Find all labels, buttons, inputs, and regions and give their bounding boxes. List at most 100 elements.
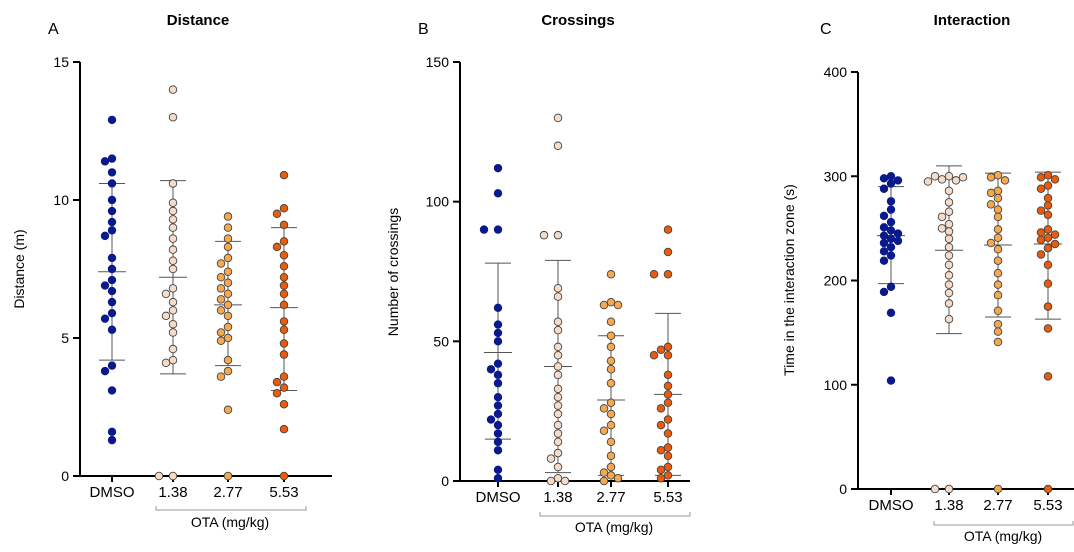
panel-letter-b: B [418,21,429,38]
data-point-c [886,251,896,260]
data-point-b [553,141,563,151]
data-point-c [1043,201,1053,210]
data-point-b [493,370,503,380]
data-point-c [993,186,1003,196]
data-point-b [663,415,673,424]
data-point-a [223,242,233,252]
y-tick-label-b: 50 [433,333,449,349]
data-point-b [493,437,503,447]
data-point-b [493,446,503,455]
data-point-a [168,284,178,293]
data-point-a [168,471,178,481]
data-point-b [663,398,673,408]
data-point-a [223,311,233,321]
data-point-b [656,420,666,430]
data-point-a [168,355,178,365]
data-point-b [493,401,503,410]
series-b-3 [597,270,625,486]
data-point-b [539,230,549,240]
data-point-b [493,328,503,338]
data-point-c [993,225,1003,234]
data-point-c [886,217,896,227]
data-point-a [107,325,117,334]
chart-title-c: Interaction [934,12,1011,29]
data-point-a [279,237,289,246]
data-point-c [986,188,996,198]
data-point-c [1050,230,1060,239]
data-point-a [161,311,171,321]
data-point-c [993,233,1003,243]
data-point-a [168,328,178,337]
data-point-a [216,306,226,315]
data-point-b [553,448,563,458]
data-point-b [486,415,496,424]
series-b-4 [649,225,682,483]
data-point-a [216,295,226,304]
data-point-a [107,253,117,263]
data-point-b [553,392,563,402]
data-point-c [879,247,889,256]
data-point-b [493,163,503,173]
data-point-b [493,393,503,402]
data-point-b [493,225,503,234]
data-point-c [930,171,940,181]
data-point-b [606,317,616,327]
x-tick-label-b: 5.53 [653,489,682,506]
x-tick-label-a: 1.38 [158,484,187,501]
data-point-a [223,289,233,299]
data-point-c [944,314,954,324]
data-point-a [168,344,178,354]
group-bracket-b [539,512,691,517]
data-point-b [599,426,609,435]
data-point-a [223,405,233,415]
y-tick-label-b: 0 [441,473,449,489]
chart-title-a: Distance [167,12,230,29]
data-point-b [663,429,673,438]
panel-letter-a: A [48,21,59,38]
data-point-c [886,172,896,181]
y-tick-label-c: 0 [839,481,847,497]
data-point-a [272,209,282,219]
data-point-c [944,227,954,236]
data-point-c [923,177,933,186]
data-point-b [656,465,666,475]
data-point-a [279,273,289,282]
data-point-c [879,287,889,297]
x-tick-label-c: 2.77 [983,497,1012,514]
data-point-b [599,300,609,310]
y-tick-label-a: 0 [61,468,69,484]
data-point-c [1043,260,1053,270]
data-point-c [944,251,954,260]
data-point-b [663,390,673,399]
data-point-b [663,443,673,452]
data-point-c [893,236,903,246]
data-point-c [1043,372,1053,381]
x-tick-label-c: 5.53 [1033,497,1062,514]
data-point-b [656,404,666,413]
data-point-b [656,473,666,483]
data-point-b [553,384,563,394]
data-point-c [944,260,954,270]
data-point-b [493,189,503,198]
y-tick-label-a: 15 [53,54,69,70]
data-point-b [663,370,673,380]
data-point-a [107,275,117,285]
data-point-c [937,175,947,184]
data-point-a [279,220,289,230]
data-point-b [606,365,616,374]
data-point-c [886,282,896,291]
data-point-c [886,197,896,206]
data-point-c [937,212,947,222]
data-point-a [216,273,226,282]
y-tick-label-a: 10 [53,192,69,208]
x-tick-label-a: 2.77 [213,484,242,501]
data-point-a [168,306,178,315]
data-point-a [279,170,289,180]
data-point-c [879,184,889,193]
data-point-c [1036,173,1046,182]
data-point-b [553,409,563,419]
data-point-c [886,179,896,188]
data-point-a [107,386,117,395]
data-point-b [493,359,503,368]
data-point-a [272,388,282,398]
